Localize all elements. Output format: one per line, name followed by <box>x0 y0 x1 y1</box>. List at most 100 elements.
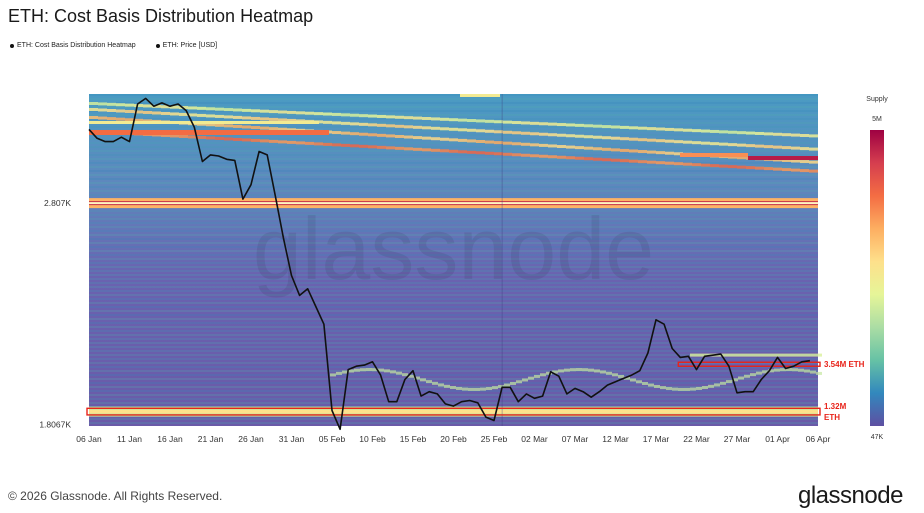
heatmap-cell <box>521 142 530 146</box>
heatmap-cell <box>486 387 492 391</box>
heatmap-cell <box>710 129 719 133</box>
heatmap-cell <box>431 148 440 152</box>
x-tick-label: 16 Jan <box>157 434 183 444</box>
heatmap-cell <box>287 140 296 144</box>
heatmap-cell <box>377 133 386 137</box>
heatmap-row <box>89 126 818 128</box>
legend-item-heatmap[interactable]: ETH: Cost Basis Distribution Heatmap <box>10 42 136 49</box>
heatmap-cell <box>530 132 539 136</box>
heatmap-cell <box>350 144 359 148</box>
annotation-box <box>677 361 821 367</box>
heatmap-cell <box>233 115 242 119</box>
heatmap-cell <box>593 147 602 151</box>
heatmap-row <box>89 354 818 356</box>
heatmap-cell <box>89 108 98 111</box>
heatmap-cell <box>528 376 534 380</box>
heatmap-row <box>89 402 818 404</box>
heatmap-cell <box>539 143 548 147</box>
heatmap-row <box>89 226 818 228</box>
heatmap-row <box>89 178 818 180</box>
heatmap-cell <box>386 134 395 138</box>
heatmap-cell <box>611 148 620 152</box>
heatmap-cell <box>440 127 449 131</box>
copyright-text: © 2026 Glassnode. All Rights Reserved. <box>8 489 223 503</box>
heatmap-cell <box>755 166 764 170</box>
heatmap-cell <box>576 368 582 371</box>
heatmap-cell <box>647 127 656 131</box>
heatmap-cell <box>89 102 98 105</box>
heatmap-cell <box>773 132 782 136</box>
heatmap-cell <box>332 131 341 135</box>
heatmap-cell <box>798 353 804 357</box>
heatmap-cell <box>636 380 642 384</box>
heatmap-cell <box>557 155 566 159</box>
heatmap-cell <box>750 353 756 357</box>
heatmap-cell <box>540 373 546 377</box>
heatmap-row <box>89 130 818 132</box>
heatmap-cell <box>786 353 792 357</box>
legend-item-price[interactable]: ETH: Price [USD] <box>155 42 217 49</box>
heatmap-cell <box>575 146 584 150</box>
heatmap-cell <box>197 113 206 117</box>
heatmap-row <box>89 114 818 116</box>
heatmap-cell <box>350 132 359 136</box>
heatmap-row <box>89 278 818 280</box>
heatmap-cell <box>188 113 197 117</box>
heatmap-row <box>89 370 818 372</box>
heatmap-row <box>89 302 818 304</box>
heatmap-cell <box>98 108 107 112</box>
x-tick-label: 20 Feb <box>440 434 467 444</box>
heatmap-cell <box>737 131 746 135</box>
heatmap-cell <box>816 371 822 375</box>
heatmap-cell <box>467 128 476 132</box>
heatmap-cell <box>620 159 629 163</box>
heatmap-cell <box>710 142 719 146</box>
heatmap-cell <box>702 353 708 357</box>
heatmap-cell <box>672 387 678 391</box>
heatmap-cell <box>738 353 744 357</box>
heatmap-cell <box>678 387 684 391</box>
heatmap-row <box>89 330 818 332</box>
x-tick-label: 26 Jan <box>238 434 264 444</box>
heatmap-row <box>89 358 818 360</box>
heatmap-cell <box>278 118 287 122</box>
heatmap-cell <box>414 376 420 380</box>
heatmap-cell <box>224 137 233 141</box>
heatmap-cell <box>377 145 386 149</box>
x-tick-label: 06 Jan <box>76 434 102 444</box>
heatmap-cell <box>530 143 539 147</box>
heatmap-cell <box>548 133 557 137</box>
heatmap-cell <box>431 137 440 141</box>
heatmap-cell <box>629 126 638 130</box>
heatmap-cell <box>444 384 450 388</box>
heatmap-cell <box>134 104 143 108</box>
heatmap-cell <box>341 121 350 125</box>
colorbar-min-label: 47K <box>871 434 884 441</box>
heatmap-cell <box>206 136 215 140</box>
heatmap-row <box>89 230 818 232</box>
dot-icon <box>10 43 14 48</box>
heatmap-cell <box>215 123 224 127</box>
heatmap-cell <box>206 123 215 127</box>
heatmap-cell <box>557 123 566 127</box>
heatmap-cell <box>179 134 188 138</box>
heatmap-cell <box>575 123 584 127</box>
heatmap-cell <box>638 138 647 142</box>
heatmap-cell <box>420 378 426 382</box>
heatmap-cell <box>260 117 269 121</box>
x-tick-label: 11 Jan <box>117 434 142 444</box>
heatmap-row <box>89 146 818 148</box>
heatmap-cell <box>143 104 152 108</box>
heatmap-cell <box>774 368 780 372</box>
heatmap-cell <box>665 161 674 165</box>
heatmap-cell <box>188 106 197 110</box>
annotation-label: 3.54M ETH <box>824 360 865 369</box>
heatmap-cell <box>756 371 762 375</box>
heatmap-cell <box>744 374 750 378</box>
heatmap-cell <box>692 141 701 145</box>
heatmap-cell <box>780 353 786 357</box>
heatmap-cell <box>665 139 674 143</box>
heatmap-cell <box>348 369 354 373</box>
heatmap-cell <box>404 125 413 129</box>
heatmap-cell <box>522 378 528 382</box>
